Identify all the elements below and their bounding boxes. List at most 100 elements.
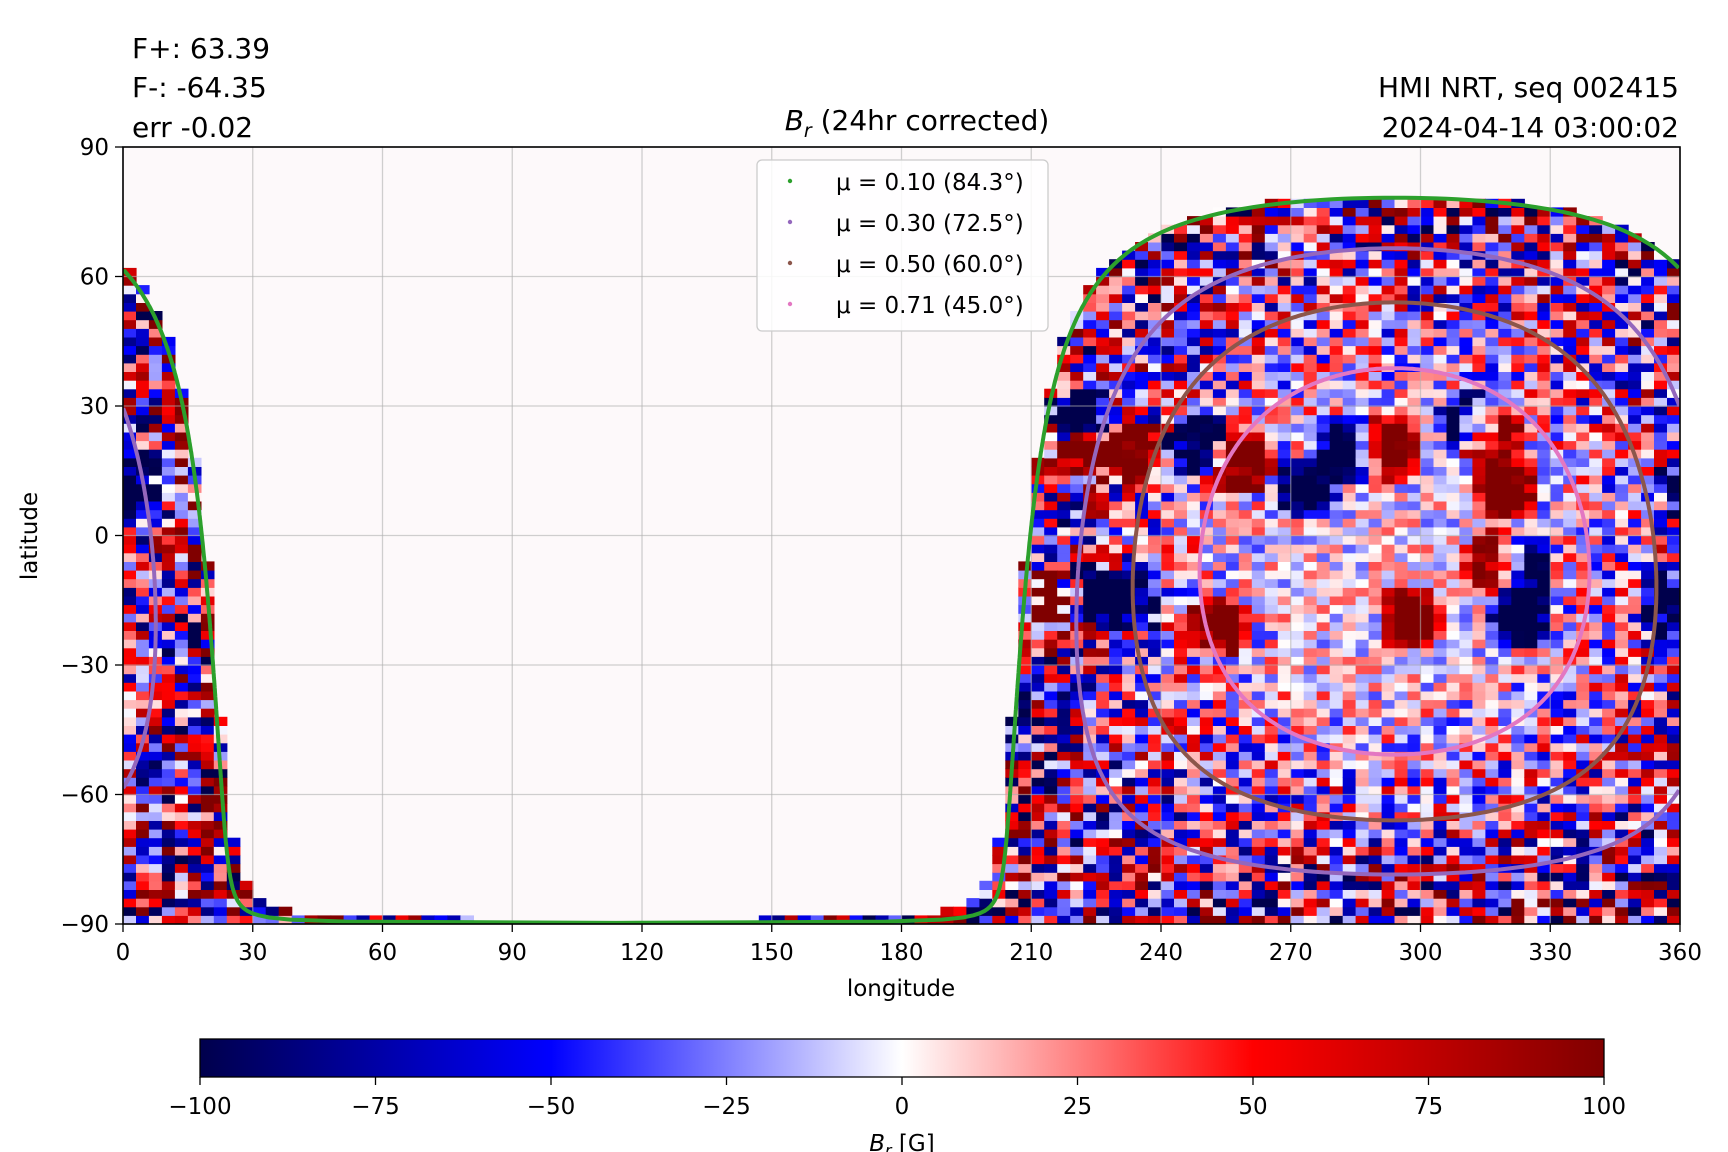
field-cell [1277,570,1292,580]
field-cell [1407,898,1422,908]
field-cell [136,336,150,347]
field-cell [200,647,215,657]
field-cell [1342,354,1357,364]
field-cell [1628,785,1642,796]
field-cell [187,777,202,787]
field-cell [1498,595,1512,606]
field-cell [1524,319,1538,329]
field-cell [1537,406,1551,416]
field-cell [174,898,189,908]
field-cell [1316,630,1331,640]
field-cell [1394,587,1409,597]
field-cell [1225,811,1240,821]
field-cell [1044,716,1058,726]
field-cell [1485,440,1499,450]
field-cell [1602,466,1616,476]
field-cell [226,906,241,916]
field-cell [1148,639,1162,649]
field-cell [1225,690,1240,701]
field-cell [1031,587,1045,597]
field-cell [1459,829,1473,839]
field-cell [1420,319,1435,329]
field-cell [1537,898,1551,908]
field-cell [1368,656,1383,666]
field-cell [1109,880,1123,890]
field-cell [1511,854,1525,865]
field-cell [1290,285,1305,295]
field-cell [1316,535,1331,545]
field-cell [1641,880,1655,890]
field-cell [1096,388,1110,398]
field-cell [1225,734,1240,744]
field-cell [136,311,150,321]
field-cell [161,492,176,502]
field-cell [1122,509,1136,519]
field-cell [1589,293,1603,303]
field-cell [1433,561,1448,571]
field-cell [1641,768,1655,778]
field-cell [1446,613,1461,623]
field-cell [1070,699,1084,709]
field-cell [1057,665,1071,675]
field-cell [1199,820,1214,830]
field-cell [1329,552,1344,562]
field-cell [1303,630,1318,640]
field-cell [1407,345,1422,355]
field-cell [1654,639,1668,649]
field-cell [1511,414,1525,424]
field-cell [161,656,176,666]
field-cell [1290,293,1305,303]
field-cell [1316,198,1331,208]
field-cell [1199,889,1214,899]
field-cell [1589,872,1603,882]
field-cell [1109,578,1123,588]
field-cell [1187,440,1201,450]
field-cell [1368,526,1383,537]
field-cell [1550,760,1564,770]
field-cell [1524,725,1538,735]
field-cell [1148,760,1162,770]
field-cell [1550,509,1564,519]
field-cell [1368,276,1383,286]
field-cell [1667,760,1680,770]
field-cell [1550,872,1564,882]
field-cell [1083,639,1097,649]
field-cell [1446,647,1461,657]
field-cell [1109,483,1123,493]
field-cell [1589,259,1603,269]
field-cell [1044,647,1058,657]
field-cell [136,406,150,416]
field-cell [1381,345,1396,355]
field-cell [1576,751,1590,761]
field-cell [1161,915,1175,924]
field-cell [1511,587,1525,597]
field-cell [1277,837,1292,847]
field-cell [1524,302,1538,312]
field-cell [1550,716,1564,726]
field-cell [1602,846,1616,856]
field-cell [1628,630,1642,640]
field-cell [1355,345,1370,355]
colorbar-tick-label: 50 [1238,1094,1267,1120]
colorbar-label-subscript: r [885,1141,893,1152]
field-cell [1511,276,1525,286]
field-cell [1342,319,1357,329]
field-cell [1238,716,1253,726]
field-cell [1161,440,1175,450]
field-cell [1251,716,1266,726]
field-cell [1355,466,1370,476]
field-cell [174,561,189,571]
field-cell [1576,863,1590,873]
field-cell [1135,362,1149,372]
field-cell [1342,837,1357,847]
field-cell [1238,475,1253,485]
field-cell [1018,647,1032,657]
field-cell [123,613,137,623]
field-cell [1589,829,1603,839]
field-cell [1394,475,1409,485]
field-cell [1667,751,1680,761]
field-cell [1433,457,1448,467]
field-cell [1109,768,1123,778]
field-cell [1161,544,1175,554]
field-cell [1641,570,1655,580]
